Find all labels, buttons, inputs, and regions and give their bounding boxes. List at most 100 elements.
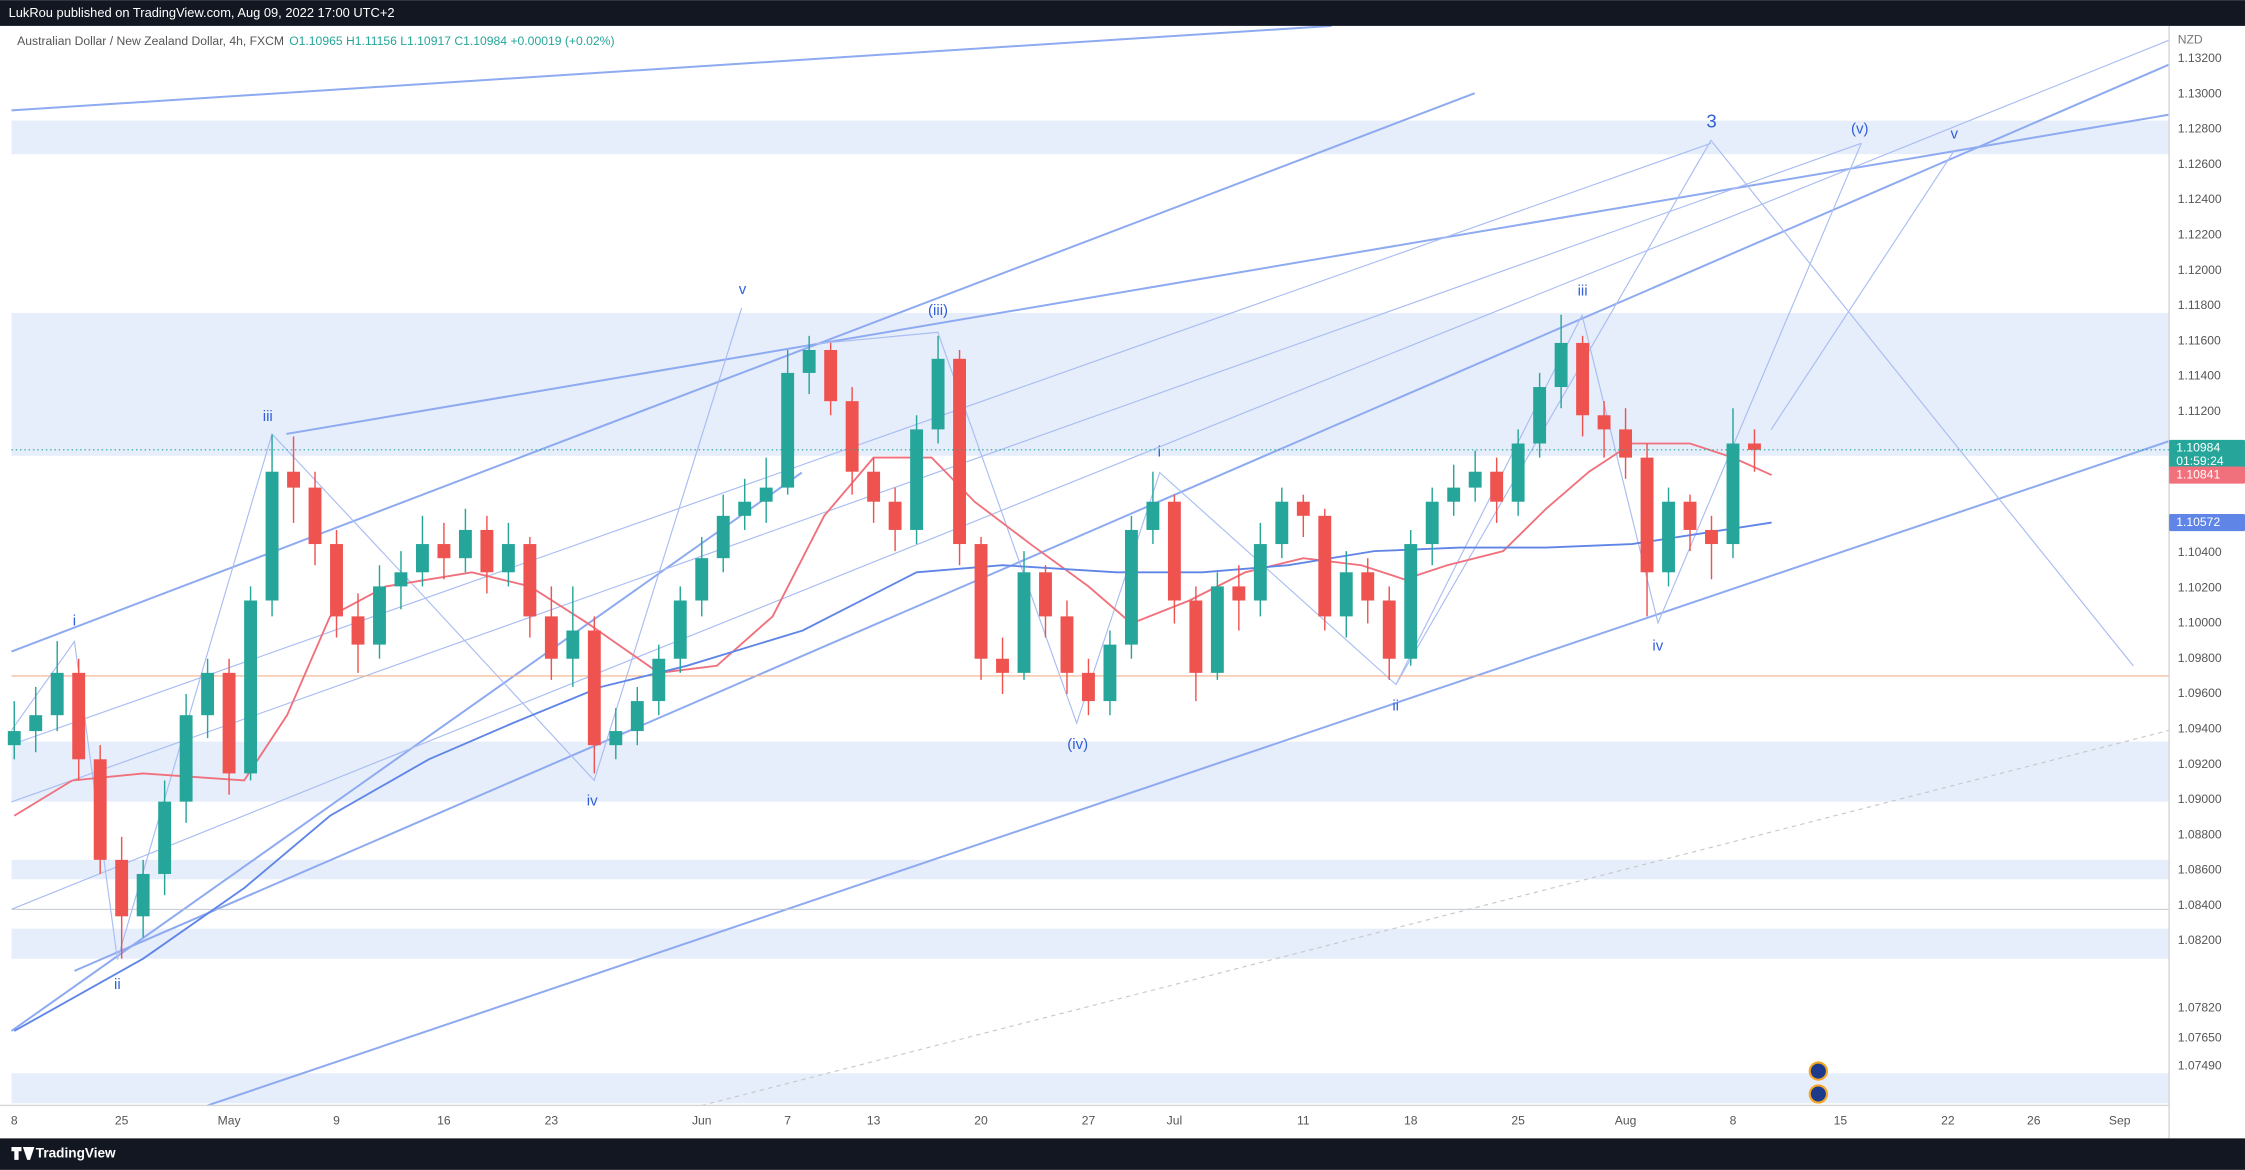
x-tick-label: 25 <box>1511 1113 1525 1127</box>
candle-body <box>158 801 172 874</box>
ma-value: 1.10572 <box>2176 515 2220 529</box>
wave-path <box>1395 139 2134 685</box>
x-tick-label: 11 <box>1297 1113 1310 1127</box>
y-tick-label: 1.12800 <box>2178 122 2222 136</box>
y-tick-label: 1.12000 <box>2178 263 2222 277</box>
candle-body <box>1361 572 1375 601</box>
candle-body <box>93 759 107 860</box>
candle-body <box>587 630 601 746</box>
candle-body <box>501 544 515 573</box>
y-tick-label: 1.09800 <box>2178 651 2222 665</box>
candle-body <box>115 859 129 917</box>
trend-line <box>11 92 1476 653</box>
moving-average <box>13 442 1773 817</box>
y-tick-label: 1.07650 <box>2178 1030 2222 1044</box>
candle-body <box>222 672 236 774</box>
candle-body <box>1103 644 1117 702</box>
brand-logo <box>11 1146 35 1160</box>
zone <box>11 120 2170 155</box>
candle-body <box>1511 443 1525 502</box>
candle-body <box>845 401 859 472</box>
x-tick-label: 8 <box>1730 1113 1737 1127</box>
candle-body <box>1146 501 1160 530</box>
candle-body <box>781 372 795 488</box>
candle-body <box>1189 600 1203 673</box>
zones <box>11 120 2170 1104</box>
candle-body <box>1253 544 1267 601</box>
ma-badge <box>2169 466 2245 484</box>
y-tick-label: 1.10400 <box>2178 545 2222 559</box>
candle-body <box>1017 572 1031 673</box>
candle-body <box>673 600 687 659</box>
candle-body <box>1640 457 1654 573</box>
candle-body <box>1382 600 1396 659</box>
y-tick-label: 1.09400 <box>2178 722 2222 736</box>
candle-body <box>630 701 644 732</box>
x-tick-label: 15 <box>1834 1113 1848 1127</box>
trend-line <box>207 440 2170 1107</box>
candle-body <box>480 529 494 573</box>
x-tick-label: May <box>218 1113 242 1127</box>
candle-body <box>931 358 945 430</box>
brand: TradingView <box>36 1146 116 1161</box>
event-icon[interactable] <box>1808 1084 1828 1104</box>
candle-body <box>1705 529 1718 545</box>
x-tick-label: 7 <box>784 1113 791 1127</box>
publisher: LukRou published on TradingView.com, Aug… <box>9 5 395 20</box>
wave-label: i <box>73 613 76 630</box>
candle-body <box>1296 501 1310 516</box>
y-tick-label: 1.10000 <box>2178 616 2222 630</box>
x-tick-label: 27 <box>1082 1113 1096 1127</box>
symbol: Australian Dollar / New Zealand Dollar, … <box>17 34 284 48</box>
event-icon[interactable] <box>1808 1061 1828 1081</box>
candle-body <box>136 873 150 917</box>
y-tick-label: 1.13200 <box>2178 51 2222 65</box>
candle-body <box>1468 471 1482 488</box>
candle-body <box>437 544 451 559</box>
x-tick-label: 26 <box>2027 1113 2041 1127</box>
candle-body <box>609 731 623 746</box>
candle-body <box>824 349 838 402</box>
candle-body <box>652 658 666 702</box>
wave-label: (iv) <box>1067 736 1088 753</box>
candle-body <box>1683 501 1697 530</box>
y-tick-label: 1.11200 <box>2178 404 2221 418</box>
candle-body <box>29 715 43 732</box>
y-tick-label: 1.11400 <box>2178 369 2221 383</box>
top-bar <box>0 0 2245 26</box>
candle-body <box>1662 501 1675 573</box>
bottom-bar <box>0 1138 2245 1170</box>
candle-body <box>802 349 816 373</box>
candle-body <box>523 544 537 617</box>
y-tick-label: 1.08600 <box>2178 863 2222 877</box>
wave-label: (v) <box>1851 120 1869 137</box>
candle-body <box>716 515 730 559</box>
candle-body <box>544 616 558 659</box>
moving-averages <box>13 442 1773 1032</box>
y-tick-label: 1.08800 <box>2178 827 2222 841</box>
candle-body <box>738 501 752 516</box>
axes: 1.13200 1.13000 1.12800 1.12600 1.12400 1.122… <box>11 51 2245 1127</box>
candle-body <box>308 487 322 545</box>
y-tick-label: 1.09200 <box>2178 757 2222 771</box>
candle-body <box>1748 443 1761 450</box>
candle-body <box>1339 572 1353 617</box>
candle-body <box>1619 429 1633 458</box>
y-tick-label: 1.08200 <box>2178 933 2222 947</box>
x-tick-label: 20 <box>974 1113 988 1127</box>
candle-body <box>244 600 258 774</box>
y-tick-label: 1.13000 <box>2178 86 2222 100</box>
candle-body <box>458 529 472 559</box>
candle-body <box>1124 529 1138 645</box>
candle-body <box>287 471 300 488</box>
trend-line <box>74 63 2170 972</box>
candle-body <box>1232 586 1246 601</box>
candle-body <box>974 544 988 659</box>
candle-body <box>72 672 86 760</box>
wave-label: v <box>1951 126 1959 143</box>
candle-body <box>695 558 709 601</box>
trend-line <box>11 142 1862 803</box>
trend-line <box>11 39 2170 910</box>
